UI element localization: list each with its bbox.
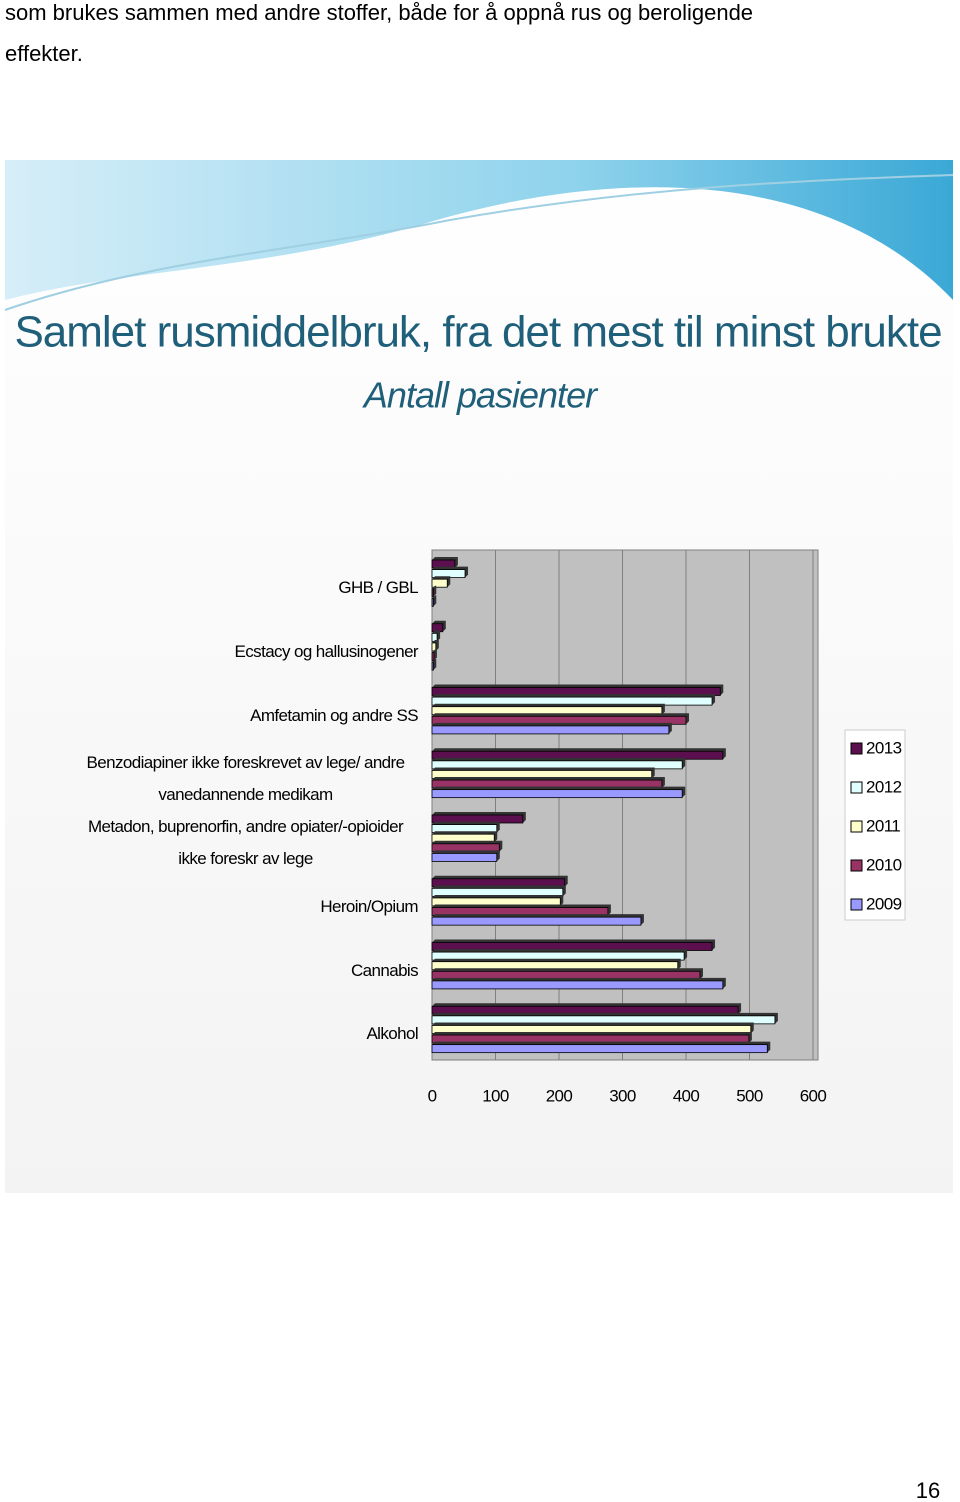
y-tick-label: Benzodiapiner ikke foreskrevet av lege/ …: [86, 753, 406, 805]
category-label-box: Heroin/Opium: [58, 875, 418, 939]
category-label-box: Benzodiapiner ikke foreskrevet av lege/ …: [58, 747, 418, 811]
bar: [431, 725, 670, 735]
wave-line: [4, 174, 954, 311]
wave-decoration: [5, 160, 953, 300]
category-label-box: Metadon, buprenorfin, andre opiater/-opi…: [58, 811, 418, 875]
y-tick-label: Amfetamin og andre SS: [250, 705, 418, 725]
legend-label: 2011: [866, 816, 900, 835]
bar: [431, 916, 642, 926]
bar: [431, 652, 435, 661]
legend-label: 2009: [866, 894, 902, 913]
x-tick-label: 300: [609, 1086, 636, 1105]
bar: [431, 661, 434, 671]
body-text: som brukes sammen med andre stoffer, båd…: [5, 0, 754, 25]
bar: [431, 980, 724, 990]
y-tick-label: GHB / GBL: [338, 578, 418, 597]
legend-swatch: [850, 781, 863, 794]
legend-label: 2013: [866, 738, 902, 757]
chart-title: Samlet rusmiddelbruk, fra det mest til m…: [14, 308, 941, 357]
category-label-box: Amfetamin og andre SS: [58, 684, 418, 748]
legend-swatch: [850, 742, 863, 755]
y-tick-label: Heroin/Opium: [320, 896, 418, 916]
chart-subtitle: Antall pasienter: [362, 375, 599, 416]
page-number: 16: [916, 1478, 940, 1502]
body-text: effekter.: [5, 41, 83, 66]
x-tick-label: 100: [482, 1086, 509, 1105]
legend-label: 2012: [866, 777, 902, 796]
bar: [431, 789, 683, 799]
bar: [431, 598, 434, 607]
category-label-box: Alkohol: [58, 1002, 418, 1066]
category-label-box: GHB / GBL: [58, 556, 418, 620]
category-label-box: Ecstacy og hallusinogener: [58, 620, 419, 684]
legend-swatch: [850, 820, 863, 833]
x-tick-label: 400: [673, 1086, 700, 1105]
y-tick-label: Metadon, buprenorfin, andre opiater/-opi…: [87, 817, 404, 868]
bar: [431, 853, 498, 862]
bar: [431, 578, 448, 588]
category-label-box: Cannabis: [58, 939, 419, 1003]
x-tick-label: 0: [428, 1086, 437, 1105]
y-tick-label: Cannabis: [350, 960, 419, 980]
y-tick-label: Ecstacy og hallusinogener: [234, 641, 419, 661]
legend-swatch: [850, 859, 863, 872]
x-tick-label: 200: [546, 1086, 573, 1105]
legend-swatch: [850, 898, 863, 911]
bar: [431, 1044, 768, 1054]
x-tick-label: 600: [800, 1086, 827, 1105]
bar: [431, 588, 434, 598]
y-tick-label: Alkohol: [366, 1024, 418, 1044]
x-tick-label: 500: [736, 1086, 763, 1105]
legend-label: 2010: [866, 855, 902, 874]
